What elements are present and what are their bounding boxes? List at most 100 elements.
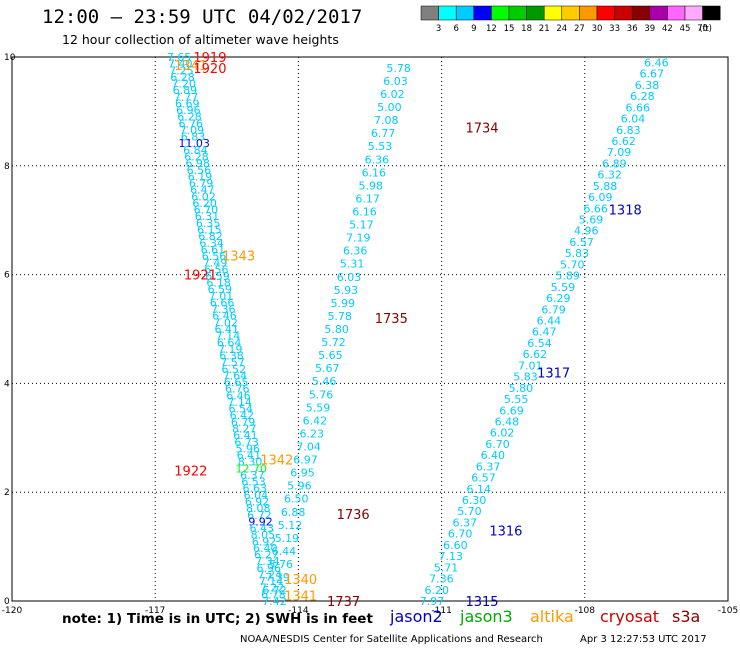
track-value: 7.49	[203, 257, 228, 270]
x-tick-label: -120	[2, 606, 23, 616]
pass-time-label: 1341	[284, 590, 317, 605]
track-value: 5.67	[315, 362, 340, 375]
track-value: 6.48	[495, 415, 520, 428]
pass-time-label: 1920	[193, 62, 226, 77]
track-value: 6.44	[272, 545, 297, 558]
track-value: 7.20	[171, 78, 196, 91]
track-value: 6.15	[197, 223, 222, 236]
track-value: 6.92	[245, 495, 270, 508]
track-value: 6.95	[290, 467, 315, 480]
track-value: 6.16	[362, 166, 387, 179]
track-value: 6.19	[188, 170, 213, 183]
track-value: 6.37	[476, 460, 501, 473]
track-value: 5.80	[509, 382, 534, 395]
track-value: 6.83	[181, 131, 206, 144]
track-value: 5.76	[268, 558, 293, 571]
color-bar-swatch	[561, 5, 580, 21]
track-value: 6.96	[176, 104, 201, 117]
plot-frame	[11, 56, 729, 602]
color-bar-label: 42	[662, 24, 673, 34]
track-value: 5.93	[334, 284, 359, 297]
track-value: 6.70	[485, 438, 510, 451]
track-value: 5.17	[349, 219, 374, 232]
pass-time-label: 1340	[284, 573, 317, 588]
track-value: 6.03	[383, 75, 408, 88]
track-value: 5.59	[306, 401, 331, 414]
track-value: 8.05	[251, 529, 276, 542]
track-value: 6.16	[352, 205, 377, 218]
color-bar-label: 70	[697, 24, 708, 34]
track-value: 6.14	[467, 483, 492, 496]
track-value: 6.88	[281, 506, 306, 519]
track-value: 7.08	[374, 114, 399, 127]
track-value: 7.24	[258, 568, 283, 581]
color-bar-swatch	[508, 5, 527, 21]
track-value: 5.83	[513, 371, 538, 384]
track-value: 6.28	[170, 71, 195, 84]
track-value: 6.66	[210, 296, 235, 309]
track-value: 6.30	[462, 494, 487, 507]
track-value: 6.56	[187, 164, 212, 177]
track-value: 6.18	[206, 277, 231, 290]
track-value: 5.78	[327, 310, 352, 323]
track-value: 5.46	[312, 375, 337, 388]
track-value: 6.31	[195, 210, 220, 223]
track-value: 6.34	[199, 237, 224, 250]
color-bar-label: 9	[471, 24, 476, 34]
track-value: 7.19	[346, 232, 371, 245]
pass-time-label: 1318	[609, 203, 642, 218]
color-bar-swatch	[631, 5, 651, 21]
track-value: 6.36	[343, 245, 368, 258]
track-value: 6.92	[252, 535, 277, 548]
track-value: 8.30	[238, 456, 263, 469]
track-value: 6.02	[490, 427, 515, 440]
track-value: 6.42	[303, 414, 328, 427]
track-value: 4.96	[574, 225, 599, 238]
track-value: 6.52	[222, 363, 247, 376]
legend-s3a: s3a	[672, 607, 701, 626]
color-bar-swatch	[702, 5, 721, 21]
pass-time-label: 1736	[337, 508, 370, 523]
track-value: 7.77	[174, 91, 199, 104]
track-value: 6.37	[240, 469, 265, 482]
pass-time-label: 1921	[184, 269, 217, 284]
color-bar-swatch	[526, 5, 545, 21]
track-value: 6.04	[244, 489, 269, 502]
legend-jason2: jason2	[390, 607, 443, 626]
track-value: 6.70	[194, 204, 219, 217]
track-value: 6.20	[192, 197, 217, 210]
track-value: 6.78	[261, 588, 286, 601]
x-tick-label: -117	[145, 606, 165, 616]
track-value: 6.57	[569, 236, 594, 249]
track-value: 6.96	[256, 562, 281, 575]
track-value: 7.34	[255, 555, 280, 568]
track-value: 6.35	[196, 217, 221, 230]
track-values: 7.657.407.256.287.206.897.776.696.966.28…	[167, 51, 669, 608]
track-value: 6.63	[242, 482, 267, 495]
track-value: 7.01	[209, 290, 234, 303]
track-value: 6.79	[231, 416, 256, 429]
color-bar-label: 39	[644, 24, 655, 34]
track-value: 7.36	[211, 303, 236, 316]
color-bar-label: 27	[574, 24, 585, 34]
track-value: 6.62	[611, 135, 636, 148]
track-value: 6.36	[365, 153, 390, 166]
track-value: 6.46	[644, 56, 669, 69]
track-value: 7.14	[227, 396, 252, 409]
color-bar-swatch	[579, 5, 598, 21]
track-value: 6.89	[602, 157, 627, 170]
track-value: 5.31	[340, 258, 365, 271]
track-value: 6.27	[254, 549, 279, 562]
track-value: 6.77	[371, 127, 396, 140]
pass-time-label: 1737	[327, 595, 360, 610]
track-value: 6.72	[262, 584, 287, 597]
track-value: 6.67	[639, 68, 664, 81]
track-value: 6.70	[448, 528, 473, 541]
track-value: 6.62	[523, 348, 548, 361]
track-value: 5.19	[275, 532, 300, 545]
track-value: 6.82	[198, 230, 223, 243]
track-value: 8.08	[246, 502, 271, 515]
track-value: 5.83	[565, 247, 590, 260]
track-value: 5.88	[593, 180, 618, 193]
track-value: 6.54	[229, 403, 254, 416]
